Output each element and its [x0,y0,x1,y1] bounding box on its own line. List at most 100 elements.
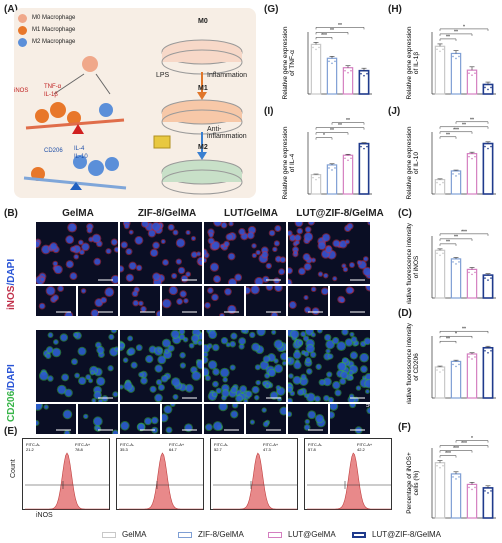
nucleus [304,394,308,398]
nucleus [225,288,231,295]
nucleus [156,380,162,385]
nucleus [91,309,99,316]
nucleus [148,230,156,237]
nucleus [68,223,77,232]
nucleus [90,371,94,375]
nucleus [220,244,224,248]
nucleus [212,294,218,301]
nucleus [84,414,88,419]
nucleus [222,390,229,397]
nucleus [325,334,331,341]
replicate-point [490,86,492,89]
significance-label: *** [453,446,459,452]
nucleus [304,425,310,430]
nucleus [139,301,143,306]
replicate-point [439,466,441,469]
nucleus [162,299,171,308]
flow-histogram-plot: FITC-A-21.2 FITC-A+78.8 [25,442,109,510]
replicate-point [331,62,333,65]
micrograph-marker [246,286,286,316]
replicate-point [347,71,349,74]
significance-bracket [331,122,365,125]
flow-histogram-plot: FITC-A-57.8 FITC-A+42.2 [307,442,391,510]
nucleus [343,267,348,272]
nucleus [274,241,279,246]
legend-swatch-lutzif [352,531,366,538]
gate-negative-label: FITC-A- [26,442,41,447]
replicate-point [315,178,317,181]
nucleus [244,399,248,402]
nucleus [171,378,180,386]
nucleus [340,298,345,303]
nucleus [46,353,51,359]
nucleus [282,361,286,365]
nucleus [114,247,118,252]
nucleus [311,333,315,337]
nucleus [151,417,158,424]
nucleus [349,394,354,398]
scale-bar-label: 50μm [366,403,382,409]
replicate-point [452,261,454,263]
replicate-point [455,175,457,177]
y-axis-label-line: Relative gene expression [406,26,413,99]
nucleus [170,404,175,406]
y-axis-label-line: of IL-10 [413,152,420,174]
nucleus [124,224,129,229]
nucleus [246,287,250,294]
nucleus [357,261,361,265]
nucleus [318,272,323,276]
replicate-point [474,486,476,489]
nucleus [153,242,159,249]
nucleus [204,249,207,255]
nucleus [186,272,190,277]
nucleus [228,305,236,314]
nucleus [197,360,202,369]
gate-positive-value: 78.8 [75,447,84,452]
nucleus [350,332,354,337]
marker-il1b: IL-1β [44,92,58,98]
replicate-point [484,145,486,148]
bar-gelma [434,462,446,519]
nucleus [305,357,311,363]
replicate-point [471,488,473,491]
micrograph-marker [162,286,202,316]
y-axis-label-line: Relative gene expression [282,26,289,99]
nucleus [72,359,77,365]
nucleus [333,381,340,389]
panel-label-a: (A) [4,4,18,15]
cell-field [38,286,74,316]
nucleus [337,342,346,351]
nucleus [363,267,370,276]
chart-il1b: Relative gene expressionof IL-1β***** [406,24,496,100]
histogram-peak [307,452,391,510]
nucleus [176,259,181,264]
nucleus [177,299,183,305]
nucleus [235,274,242,281]
nucleus [317,330,322,333]
nucleus [101,297,107,303]
nucleus [192,371,201,380]
nucleus [106,249,111,254]
nucleus [48,333,53,337]
nucleus [221,338,228,344]
nucleus [361,366,367,373]
significance-bracket [439,136,457,139]
nucleus [288,279,292,284]
bar-lut-zif-8-gelma [358,69,370,95]
nucleus [312,308,319,315]
nucleus [291,330,299,338]
m2-cell-icon [18,38,27,47]
nucleus [133,300,139,306]
nucleus [181,275,188,282]
nucleus [120,385,123,389]
inflammation-label: Inflammation [207,72,248,79]
nucleus [266,286,273,290]
nucleus [73,332,78,337]
nucleus [365,379,370,388]
flow-histogram: FITC-A- 35.3 FITC-A+ 64.7 [116,438,204,510]
nucleus [323,378,331,386]
nucleus [39,303,45,309]
chart-cd206-fluorescence: Relative fluorescence intensityof CD206 *… [406,322,496,404]
nucleus [141,306,146,312]
significance-bracket [455,440,489,443]
